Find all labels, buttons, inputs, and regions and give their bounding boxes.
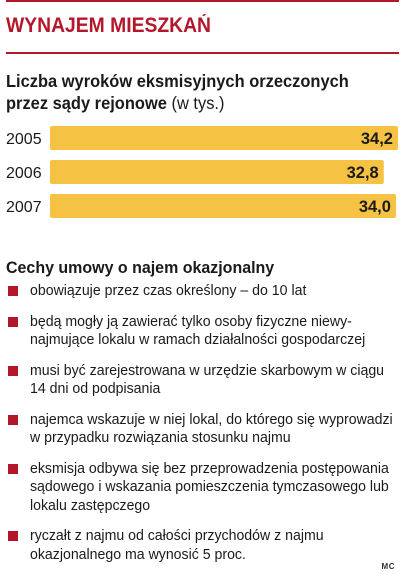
feature-item: najemca wskazuje w niej lokal, do któreg… <box>6 411 401 448</box>
feature-item: będą mogły ją zawierać tylko osoby fizyc… <box>6 313 401 350</box>
headline: WYNAJEM MIESZKAŃ <box>6 14 212 37</box>
feature-item: musi być zarejestrowana w urzędzie skarb… <box>6 362 401 399</box>
value-label-2005: 34,2 <box>361 130 393 148</box>
feature-text: ryczałt z najmu od całości przychodów z … <box>30 527 324 563</box>
square-bullet-icon <box>8 286 18 296</box>
features-list: obowiązuje przez czas określony – do 10 … <box>6 282 401 576</box>
bar-2005 <box>50 126 398 150</box>
category-label-2005: 2005 <box>6 131 42 148</box>
square-bullet-icon <box>8 463 18 474</box>
chart-title-unit: (w tys.) <box>171 93 225 113</box>
bar-2007 <box>50 194 396 218</box>
category-label-2006: 2006 <box>6 165 42 182</box>
value-label-2006: 32,8 <box>347 164 379 182</box>
features-title: Cechy umowy o najem okazjonalny <box>6 258 275 277</box>
square-bullet-icon <box>8 414 18 425</box>
bar-2006 <box>50 160 384 184</box>
chart-title: Liczba wyroków eksmisyjnych orzeczonych … <box>6 70 375 114</box>
feature-text: eksmisja odbywa się bez przeprowadzenia … <box>30 459 389 514</box>
feature-text: musi być zarejestrowana w urzędzie skarb… <box>30 361 385 398</box>
headline-rule <box>6 52 399 54</box>
top-rule <box>6 0 399 2</box>
category-label-2007: 2007 <box>6 199 42 216</box>
bar-chart: 2005 34,2 2006 32,8 2007 34,0 <box>6 126 398 218</box>
value-label-2007: 34,0 <box>359 198 391 216</box>
feature-text: będą mogły ją zawierać tylko osoby fizyc… <box>30 312 366 349</box>
chart-title-main: Liczba wyroków eksmisyjnych orzeczonych … <box>6 71 349 113</box>
feature-item: eksmisja odbywa się bez przeprowadzenia … <box>6 460 401 516</box>
feature-item: ryczałt z najmu od całości przychodów z … <box>6 527 401 564</box>
square-bullet-icon <box>8 531 18 541</box>
square-bullet-icon <box>8 316 18 327</box>
feature-item: obowiązuje przez czas określony – do 10 … <box>6 282 401 301</box>
author-credit: MC <box>381 562 395 571</box>
square-bullet-icon <box>8 365 18 376</box>
feature-text: obowiązuje przez czas określony – do 10 … <box>30 282 307 299</box>
feature-text: najemca wskazuje w niej lokal, do któreg… <box>30 410 393 447</box>
